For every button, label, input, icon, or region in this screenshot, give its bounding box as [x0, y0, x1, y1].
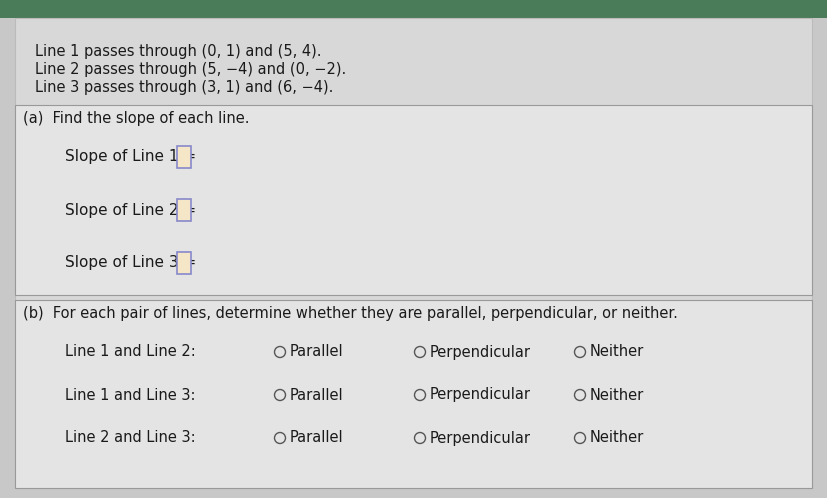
Bar: [177, 252, 190, 274]
Text: Perpendicular: Perpendicular: [430, 387, 531, 402]
Text: Perpendicular: Perpendicular: [430, 430, 531, 446]
Bar: [15, 300, 812, 488]
Text: Line 1 and Line 2:: Line 1 and Line 2:: [65, 345, 196, 360]
Text: Line 1 passes through (0, 1) and (5, 4).: Line 1 passes through (0, 1) and (5, 4).: [35, 44, 322, 59]
Text: (a)  Find the slope of each line.: (a) Find the slope of each line.: [23, 111, 250, 126]
Text: Slope of Line 2 =: Slope of Line 2 =: [65, 203, 201, 218]
Text: (b)  For each pair of lines, determine whether they are parallel, perpendicular,: (b) For each pair of lines, determine wh…: [23, 306, 678, 321]
Text: Neither: Neither: [590, 430, 644, 446]
Text: Line 3 passes through (3, 1) and (6, −4).: Line 3 passes through (3, 1) and (6, −4)…: [35, 80, 333, 95]
Text: Line 1 and Line 3:: Line 1 and Line 3:: [65, 387, 195, 402]
Text: Neither: Neither: [590, 345, 644, 360]
Text: Line 2 passes through (5, −4) and (0, −2).: Line 2 passes through (5, −4) and (0, −2…: [35, 62, 347, 77]
Bar: [177, 199, 190, 221]
Text: Parallel: Parallel: [290, 430, 344, 446]
Bar: [15, 105, 812, 295]
Text: Parallel: Parallel: [290, 345, 344, 360]
Text: Parallel: Parallel: [290, 387, 344, 402]
Text: Perpendicular: Perpendicular: [430, 345, 531, 360]
Text: Slope of Line 3 =: Slope of Line 3 =: [65, 255, 201, 270]
Text: Line 2 and Line 3:: Line 2 and Line 3:: [65, 430, 196, 446]
Bar: [0, 0, 827, 18]
Text: Slope of Line 1 =: Slope of Line 1 =: [65, 149, 201, 164]
Text: Neither: Neither: [590, 387, 644, 402]
Bar: [177, 146, 190, 168]
